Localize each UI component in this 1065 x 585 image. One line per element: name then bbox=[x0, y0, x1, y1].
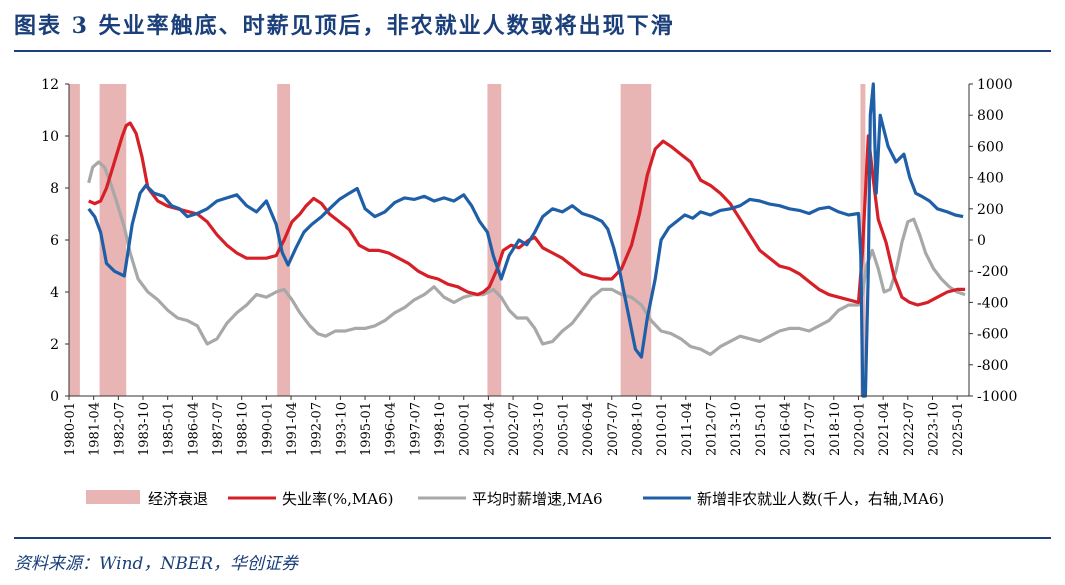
x-tick-label: 1993-10 bbox=[334, 402, 349, 456]
x-tick-label: 2002-07 bbox=[507, 402, 522, 456]
recession-bands bbox=[69, 84, 866, 396]
x-tick-label: 1988-10 bbox=[236, 402, 251, 456]
left-tick-label: 12 bbox=[41, 77, 59, 93]
x-tick-label: 2013-10 bbox=[729, 402, 744, 456]
x-tick-label: 1991-04 bbox=[285, 402, 300, 456]
right-tick-label: 1000 bbox=[977, 77, 1013, 93]
recession-band-0 bbox=[69, 84, 80, 396]
left-tick-label: 4 bbox=[50, 285, 59, 301]
x-tick-label: 1997-07 bbox=[408, 402, 423, 456]
x-tick-label: 1980-01 bbox=[63, 402, 78, 456]
x-tick-label: 2025-01 bbox=[951, 402, 966, 456]
x-tick-label: 2007-07 bbox=[606, 402, 621, 456]
x-tick-label: 1981-04 bbox=[88, 402, 103, 456]
series-line-0 bbox=[88, 121, 966, 307]
x-tick-label: 1986-04 bbox=[186, 402, 201, 456]
x-tick-label: 2001-04 bbox=[482, 402, 497, 456]
x-tick-label: 1998-10 bbox=[433, 402, 448, 456]
x-tick-label: 2016-04 bbox=[778, 402, 793, 456]
x-tick-label: 2021-04 bbox=[877, 402, 892, 456]
x-tick-label: 1992-07 bbox=[310, 402, 325, 456]
left-tick-label: 8 bbox=[50, 181, 59, 197]
x-tick-label: 2003-10 bbox=[532, 402, 547, 456]
x-tick-label: 2008-10 bbox=[630, 402, 645, 456]
source-note: 资料来源：Wind，NBER，华创证券 bbox=[14, 554, 299, 574]
recession-band-3 bbox=[487, 84, 502, 396]
x-tick-label: 2022-07 bbox=[902, 402, 917, 456]
x-tick-label: 1983-10 bbox=[137, 402, 152, 456]
title-rule bbox=[14, 50, 1051, 52]
x-tick-label: 1985-01 bbox=[162, 402, 177, 456]
right-tick-label: -200 bbox=[977, 264, 1008, 280]
x-tick-label: 2010-01 bbox=[655, 402, 670, 456]
right-tick-label: 0 bbox=[977, 233, 986, 249]
legend-label-1: 失业率(%,MA6) bbox=[282, 490, 393, 508]
series-lines bbox=[87, 82, 966, 398]
right-tick-label: 800 bbox=[977, 108, 1004, 124]
x-tick-label: 2011-04 bbox=[680, 402, 695, 456]
x-tick-label: 1995-01 bbox=[359, 402, 374, 456]
legend-swatch-recession bbox=[86, 490, 140, 504]
x-tick-label: 2012-07 bbox=[704, 402, 719, 456]
right-tick-label: -400 bbox=[977, 295, 1008, 311]
left-tick-label: 10 bbox=[41, 129, 59, 145]
x-tick-label: 2017-07 bbox=[803, 402, 818, 456]
axes: 0 2 4 6 8 10 12 -1000 -800 -600 -400 -200 0 200 400 600… bbox=[41, 77, 1017, 456]
x-tick-label: 2015-01 bbox=[754, 402, 769, 456]
left-tick-label: 0 bbox=[50, 389, 59, 405]
footer-rule bbox=[14, 537, 1051, 539]
right-tick-label: -800 bbox=[977, 358, 1008, 374]
left-tick-label: 2 bbox=[50, 337, 59, 353]
x-tick-label: 2023-10 bbox=[926, 402, 941, 456]
left-tick-label: 6 bbox=[50, 233, 59, 249]
right-tick-label: 200 bbox=[977, 202, 1004, 218]
chart-canvas: 0 2 4 6 8 10 12 -1000 -800 -600 -400 -200 0 200 400 600… bbox=[41, 77, 1017, 508]
x-tick-label: 1990-01 bbox=[260, 402, 275, 456]
series-line-1 bbox=[87, 160, 966, 356]
x-tick-label: 2006-04 bbox=[581, 402, 596, 456]
right-tick-label: -600 bbox=[977, 327, 1008, 343]
x-tick-label: 2000-01 bbox=[458, 402, 473, 456]
legend: 经济衰退 失业率(%,MA6) 平均时薪增速,MA6 新增非农就业人数(千人，右轴,M… bbox=[86, 490, 944, 508]
legend-label-3: 新增非农就业人数(千人，右轴,MA6) bbox=[697, 490, 944, 508]
right-tick-label: -1000 bbox=[977, 389, 1017, 405]
x-tick-label: 1987-07 bbox=[211, 402, 226, 456]
legend-label-2: 平均时薪增速,MA6 bbox=[472, 490, 603, 508]
legend-label-0: 经济衰退 bbox=[148, 490, 208, 508]
series-line-2 bbox=[87, 82, 964, 398]
right-tick-label: 400 bbox=[977, 171, 1004, 187]
right-tick-label: 600 bbox=[977, 139, 1004, 155]
x-tick-label: 1996-04 bbox=[384, 402, 399, 456]
x-tick-label: 2020-01 bbox=[852, 402, 867, 456]
x-tick-label: 1982-07 bbox=[112, 402, 127, 456]
x-tick-label: 2005-01 bbox=[556, 402, 571, 456]
chart-title: 图表 3 失业率触底、时薪见顶后，非农就业人数或将出现下滑 bbox=[14, 13, 675, 39]
x-tick-label: 2018-10 bbox=[828, 402, 843, 456]
